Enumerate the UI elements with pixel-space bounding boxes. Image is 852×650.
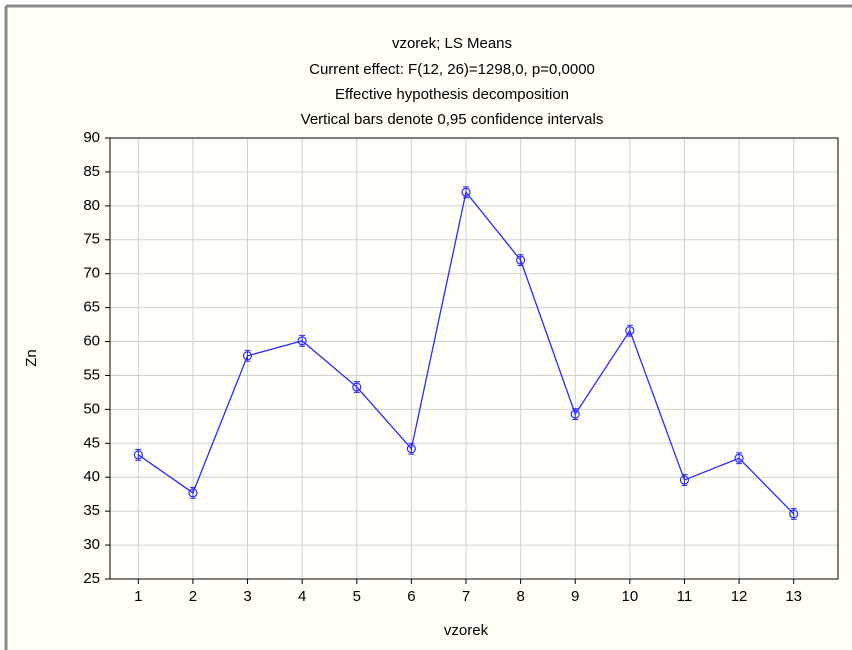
plot-area <box>110 138 838 579</box>
x-tick-label: 3 <box>243 588 251 605</box>
y-tick-label: 75 <box>83 231 100 248</box>
x-tick-label: 8 <box>516 588 524 605</box>
y-axis-label: Zn <box>23 349 40 367</box>
marker <box>352 382 362 392</box>
chart-subtitle: Effective hypothesis decomposition <box>335 86 569 103</box>
chart-title: vzorek; LS Means <box>392 35 512 52</box>
marker <box>516 255 526 265</box>
plot-border <box>109 137 839 580</box>
x-tick-label: 5 <box>353 588 361 605</box>
y-tick-label: 45 <box>83 434 100 451</box>
y-tick-label: 85 <box>83 163 100 180</box>
marker <box>570 409 580 419</box>
y-tick-label: 80 <box>83 197 100 214</box>
x-tick-label: 12 <box>731 588 748 605</box>
x-tick-label: 13 <box>785 588 802 605</box>
x-tick-label: 7 <box>462 588 470 605</box>
y-tick-label: 40 <box>83 468 100 485</box>
y-tick-label: 50 <box>83 400 100 417</box>
marker <box>242 351 253 361</box>
x-tick-label: 1 <box>134 588 142 605</box>
chart-subtitle: Vertical bars denote 0,95 confidence int… <box>301 111 604 128</box>
marker <box>188 488 198 498</box>
x-tick-label: 11 <box>677 588 693 605</box>
marker <box>734 453 744 463</box>
x-axis-label: vzorek <box>444 622 489 639</box>
x-tick-label: 10 <box>622 588 639 605</box>
marker <box>625 326 635 336</box>
y-tick-label: 60 <box>83 333 100 350</box>
marker <box>789 509 799 519</box>
marker <box>297 336 307 346</box>
marker <box>133 450 143 460</box>
y-tick-label: 90 <box>83 129 100 146</box>
y-tick-label: 55 <box>83 366 100 383</box>
x-tick-label: 9 <box>571 588 579 605</box>
x-tick-label: 2 <box>189 588 197 605</box>
y-tick-label: 35 <box>83 502 100 519</box>
y-tick-label: 30 <box>83 536 100 553</box>
marker <box>406 444 416 454</box>
marker <box>679 475 690 485</box>
marker <box>461 187 471 197</box>
y-tick-label: 65 <box>83 299 100 316</box>
y-tick-label: 25 <box>83 570 100 587</box>
y-tick-label: 70 <box>83 265 100 282</box>
x-tick-label: 4 <box>298 588 306 605</box>
x-tick-label: 6 <box>407 588 415 605</box>
chart-subtitle: Current effect: F(12, 26)=1298,0, p=0,00… <box>309 61 595 78</box>
